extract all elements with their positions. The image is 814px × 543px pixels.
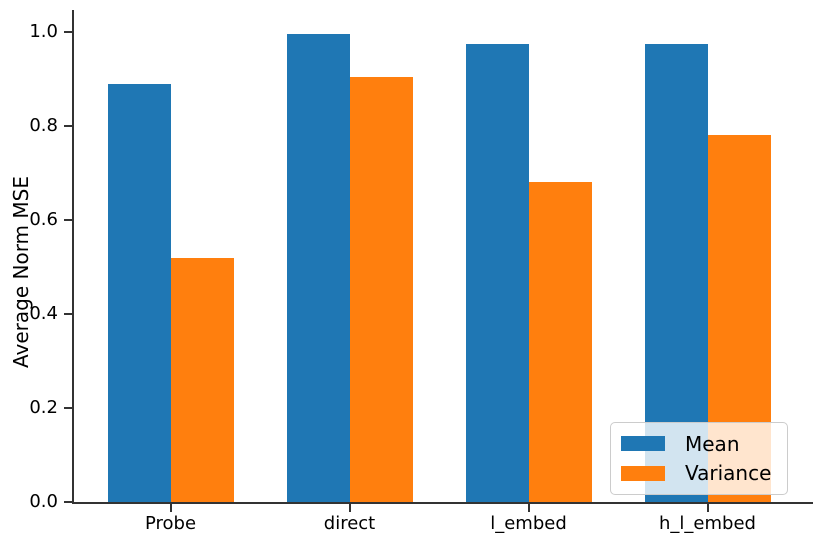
- bar-mean-direct: [286, 34, 350, 502]
- legend-swatch-mean: [621, 436, 665, 452]
- legend-swatch-variance: [621, 465, 665, 481]
- bar-mean-probe: [107, 84, 171, 502]
- y-tick-label: 1.0: [29, 21, 58, 42]
- x-tick-mark: [527, 504, 530, 512]
- bar-variance-probe: [170, 258, 234, 502]
- plot-area: [74, 32, 814, 502]
- y-tick-mark: [64, 219, 72, 221]
- legend: Mean Variance: [610, 422, 788, 495]
- legend-row-variance: Variance: [621, 461, 777, 485]
- x-tick-label-l_embed: l_embed: [490, 513, 567, 534]
- x-tick-label-Probe: Probe: [144, 513, 197, 534]
- y-tick-mark: [64, 125, 72, 127]
- legend-row-mean: Mean: [621, 432, 777, 456]
- x-tick-mark: [169, 504, 172, 512]
- y-tick-label: 0.8: [29, 115, 58, 136]
- y-tick-label: 0.2: [29, 397, 58, 418]
- y-tick-mark: [64, 501, 72, 503]
- y-tick-label: 0.4: [29, 303, 58, 324]
- bar-variance-direct: [349, 77, 413, 502]
- legend-label-mean: Mean: [685, 431, 740, 456]
- y-axis-spine: [72, 10, 74, 504]
- x-tick-mark: [348, 504, 351, 512]
- y-tick-mark: [64, 407, 72, 409]
- x-tick-label-h_l_embed: h_l_embed: [659, 513, 756, 534]
- y-tick-mark: [64, 313, 72, 315]
- y-tick-mark: [64, 31, 72, 33]
- x-axis-spine: [72, 502, 813, 504]
- bar-mean-l_embed: [465, 44, 529, 502]
- y-tick-label: 0.6: [29, 209, 58, 230]
- y-tick-label: 0.0: [29, 491, 58, 512]
- x-tick-mark: [706, 504, 709, 512]
- x-tick-label-direct: direct: [323, 513, 376, 534]
- y-axis-title: Average Norm MSE: [9, 176, 33, 368]
- legend-label-variance: Variance: [685, 461, 772, 486]
- bar-variance-l_embed: [528, 182, 592, 502]
